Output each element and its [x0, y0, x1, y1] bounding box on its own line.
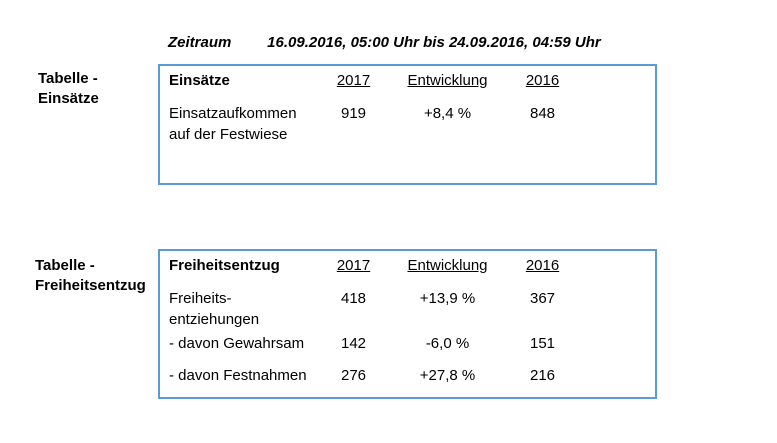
side-label-einsaetze-line2: Einsätze	[38, 90, 99, 107]
row-label: - davon Festnahmen	[169, 367, 307, 384]
value-2017: 418	[340, 290, 367, 307]
row-label-line2: entziehungen	[169, 311, 260, 328]
value-2017: 142	[340, 335, 367, 352]
row-label: Freiheits- entziehungen	[160, 288, 307, 330]
period-label: Zeitraum	[168, 34, 232, 51]
period-value: 16.09.2016, 05:00 Uhr bis 24.09.2016, 04…	[267, 34, 601, 51]
side-label-einsaetze: Tabelle - Einsätze	[38, 69, 99, 109]
side-label-freiheitsentzug-line2: Freiheitsentzug	[35, 277, 146, 294]
side-label-einsaetze-line1: Tabelle -	[38, 70, 98, 87]
column-header-2016: 2016	[525, 257, 560, 274]
table-freiheitsentzug-title: Freiheitsentzug	[169, 257, 280, 274]
value-2016: 367	[529, 290, 556, 307]
value-2016: 216	[529, 367, 556, 384]
row-label-line1: Freiheits-	[169, 290, 232, 307]
table-freiheitsentzug-header-row: Freiheitsentzug 2017 Entwicklung 2016	[160, 251, 655, 275]
table-einsaetze-title: Einsätze	[169, 72, 230, 89]
value-entwicklung: -6,0 %	[425, 335, 470, 352]
column-header-entwicklung: Entwicklung	[407, 72, 488, 89]
period-line: Zeitraum 16.09.2016, 05:00 Uhr bis 24.09…	[168, 34, 601, 51]
value-entwicklung: +27,8 %	[419, 367, 476, 384]
value-2017: 919	[340, 105, 367, 122]
table-row-davon-gewahrsam: - davon Gewahrsam 142 -6,0 % 151	[160, 333, 655, 354]
row-label: - davon Gewahrsam	[169, 335, 305, 352]
side-label-freiheitsentzug-line1: Tabelle -	[35, 257, 95, 274]
column-header-2016: 2016	[525, 72, 560, 89]
row-label: Einsatzaufkommen auf der Festwiese	[160, 103, 307, 145]
table-einsaetze-header-row: Einsätze 2017 Entwicklung 2016	[160, 66, 655, 90]
column-header-2017: 2017	[336, 72, 371, 89]
column-header-2017: 2017	[336, 257, 371, 274]
value-entwicklung: +8,4 %	[423, 105, 472, 122]
table-row-einsatzaufkommen: Einsatzaufkommen auf der Festwiese 919 +…	[160, 103, 655, 145]
value-2016: 151	[529, 335, 556, 352]
table-row-davon-festnahmen: - davon Festnahmen 276 +27,8 % 216	[160, 365, 655, 386]
table-row-freiheitsentziehungen: Freiheits- entziehungen 418 +13,9 % 367	[160, 288, 655, 330]
value-entwicklung: +13,9 %	[419, 290, 476, 307]
row-label-line2: auf der Festwiese	[169, 126, 288, 143]
row-label-line1: Einsatzaufkommen	[169, 105, 297, 122]
column-header-entwicklung: Entwicklung	[407, 257, 488, 274]
value-2016: 848	[529, 105, 556, 122]
table-einsaetze: Einsätze 2017 Entwicklung 2016 Einsatzau…	[158, 64, 657, 185]
side-label-freiheitsentzug: Tabelle - Freiheitsentzug	[35, 256, 146, 296]
table-freiheitsentzug: Freiheitsentzug 2017 Entwicklung 2016 Fr…	[158, 249, 657, 399]
value-2017: 276	[340, 367, 367, 384]
